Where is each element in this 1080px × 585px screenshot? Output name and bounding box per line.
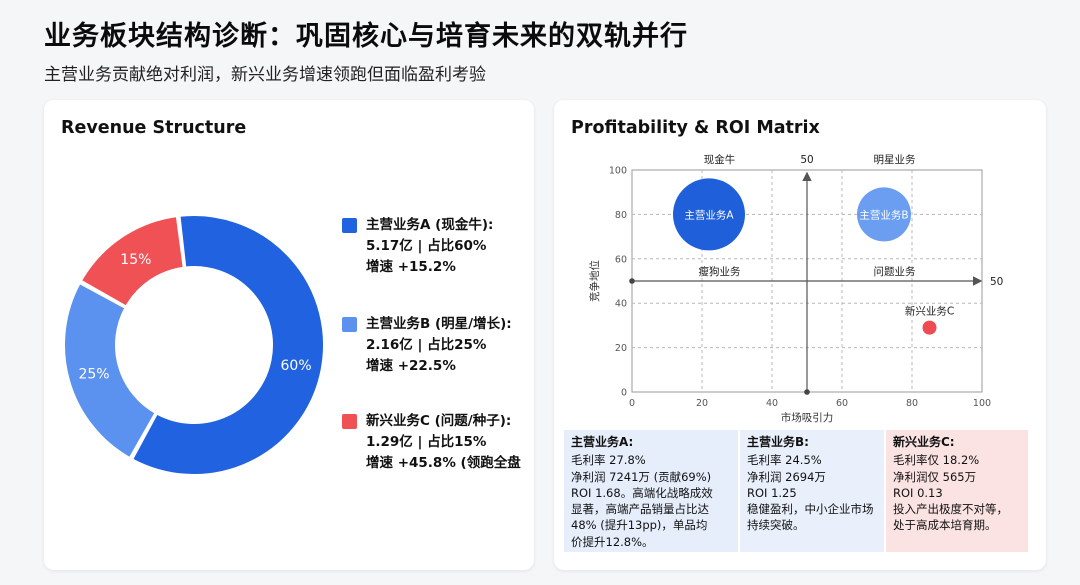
bubble-label: 主营业务A [684, 208, 734, 221]
legend-c-line-1: 新兴业务C (问题/种子): [366, 413, 512, 429]
page-subtitle: 主营业务贡献绝对利润，新兴业务增速领跑但面临盈利考验 [44, 65, 486, 85]
bubble-label: 新兴业务C [905, 305, 954, 318]
legend-b-line-1: 主营业务B (明星/增长): [366, 316, 512, 332]
roi-matrix-chart: 0 20 40 60 80 100 0 20 40 60 80 100 市场吸引力 竞争地位 50 50 现金牛… [588, 153, 1003, 424]
info-a-line: 价提升12.8%。 [571, 534, 654, 549]
info-c-line: 毛利率仅 18.2% [893, 453, 980, 468]
donut-slice [79, 215, 185, 308]
info-box-business-b: 主营业务B: 毛利率 24.5% 净利润 2694万 ROI 1.25 稳健盈利… [740, 430, 884, 552]
x-axis-label: 市场吸引力 [781, 411, 834, 424]
info-a-line: 显著，高端产品销量占比达 [571, 502, 709, 517]
info-a-line: 48% (提升13pp)，单品均 [571, 518, 708, 533]
info-a-line: 净利润 7241万 (贡献69%) [571, 469, 712, 484]
info-box-business-a: 主营业务A: 毛利率 27.8% 净利润 7241万 (贡献69%) ROI 1… [564, 430, 738, 552]
legend-a-line-3: 增速 +15.2% [366, 259, 456, 275]
donut-slice-label: 15% [120, 252, 151, 268]
x-tick-label: 40 [766, 398, 778, 409]
legend-a-line-2: 5.17亿 | 占比60% [366, 238, 487, 254]
info-c-line: 净利润仅 565万 [893, 469, 977, 484]
legend-swatch-b [342, 317, 357, 332]
roi-matrix-card: Profitability & ROI Matrix 0 20 40 60 80 100 0… [554, 100, 1046, 570]
x-tick-label: 20 [696, 398, 708, 409]
y-tick-label: 20 [615, 343, 627, 354]
quadrant-label: 现金牛 [704, 153, 736, 166]
info-a-line: ROI 1.68。高端化战略成效 [571, 485, 713, 500]
y-tick-label: 0 [621, 388, 627, 399]
donut-slice [63, 281, 157, 460]
info-c-line: 投入产出极度不对等， [893, 502, 1008, 517]
info-b-line: 毛利率 24.5% [747, 453, 822, 468]
quadrant-label: 瘦狗业务 [699, 265, 741, 278]
legend-swatch-a [342, 218, 357, 233]
horizontal-divider-label: 50 [990, 276, 1003, 288]
x-tick-label: 0 [629, 398, 635, 409]
bubble-主营业务B [857, 187, 911, 242]
donut-slice-label: 25% [78, 367, 109, 383]
y-tick-label: 80 [615, 210, 627, 221]
y-axis-label: 竞争地位 [588, 260, 601, 302]
donut-slice-label: 60% [281, 358, 312, 374]
info-b-line: ROI 1.25 [747, 485, 797, 500]
quadrant-label: 明星业务 [874, 153, 916, 166]
matrix-card-title: Profitability & ROI Matrix [571, 118, 820, 138]
info-a-title: 主营业务A: [571, 435, 634, 449]
divider-origin-dot [629, 278, 635, 284]
info-a-line: 毛利率 27.8% [571, 453, 646, 468]
divider-origin-dot [804, 389, 810, 395]
info-b-title: 主营业务B: [747, 435, 809, 449]
bubble-label: 主营业务B [859, 208, 908, 221]
donut-slice [130, 214, 325, 476]
legend-item-c: 新兴业务C (问题/种子): 1.29亿 | 占比15% 增速 +45.8% (… [342, 411, 537, 474]
legend-b-line-2: 2.16亿 | 占比25% [366, 337, 487, 353]
y-tick-label: 60 [615, 254, 627, 265]
y-tick-label: 100 [609, 166, 627, 177]
quadrant-label: 问题业务 [874, 265, 916, 278]
info-c-line: ROI 0.13 [893, 485, 943, 500]
page-title: 业务板块结构诊断：巩固核心与培育未来的双轨并行 [44, 21, 688, 52]
bubble-主营业务A [673, 178, 745, 251]
x-tick-label: 80 [906, 398, 918, 409]
info-b-line: 稳健盈利，中小企业市场 [747, 502, 874, 517]
info-b-line: 持续突破。 [747, 518, 805, 533]
y-tick-label: 40 [615, 299, 627, 310]
legend-a-line-1: 主营业务A (现金牛): [366, 217, 494, 233]
info-b-line: 净利润 2694万 [747, 469, 826, 484]
info-box-business-c: 新兴业务C: 毛利率仅 18.2% 净利润仅 565万 ROI 0.13 投入产… [886, 430, 1028, 552]
legend-c-line-2: 1.29亿 | 占比15% [366, 434, 487, 450]
x-tick-label: 60 [836, 398, 848, 409]
legend-item-a: 主营业务A (现金牛): 5.17亿 | 占比60% 增速 +15.2% [342, 215, 537, 278]
vertical-divider-label: 50 [800, 154, 813, 166]
info-c-title: 新兴业务C: [893, 435, 955, 449]
legend-b-line-3: 增速 +22.5% [366, 358, 456, 374]
revenue-structure-card: Revenue Structure 60% 25% 15% 主营业务A (现金牛):… [44, 100, 534, 570]
legend-item-b: 主营业务B (明星/增长): 2.16亿 | 占比25% 增速 +22.5% [342, 314, 537, 377]
info-c-line: 处于高成本培育期。 [893, 518, 997, 533]
bubble-新兴业务C [922, 320, 937, 335]
legend-c-line-3: 增速 +45.8% (领跑全盘 [366, 455, 521, 471]
legend-swatch-c [342, 414, 357, 429]
revenue-card-title: Revenue Structure [61, 118, 247, 138]
x-tick-label: 100 [973, 398, 991, 409]
revenue-donut-chart: 60% 25% 15% [63, 214, 325, 476]
